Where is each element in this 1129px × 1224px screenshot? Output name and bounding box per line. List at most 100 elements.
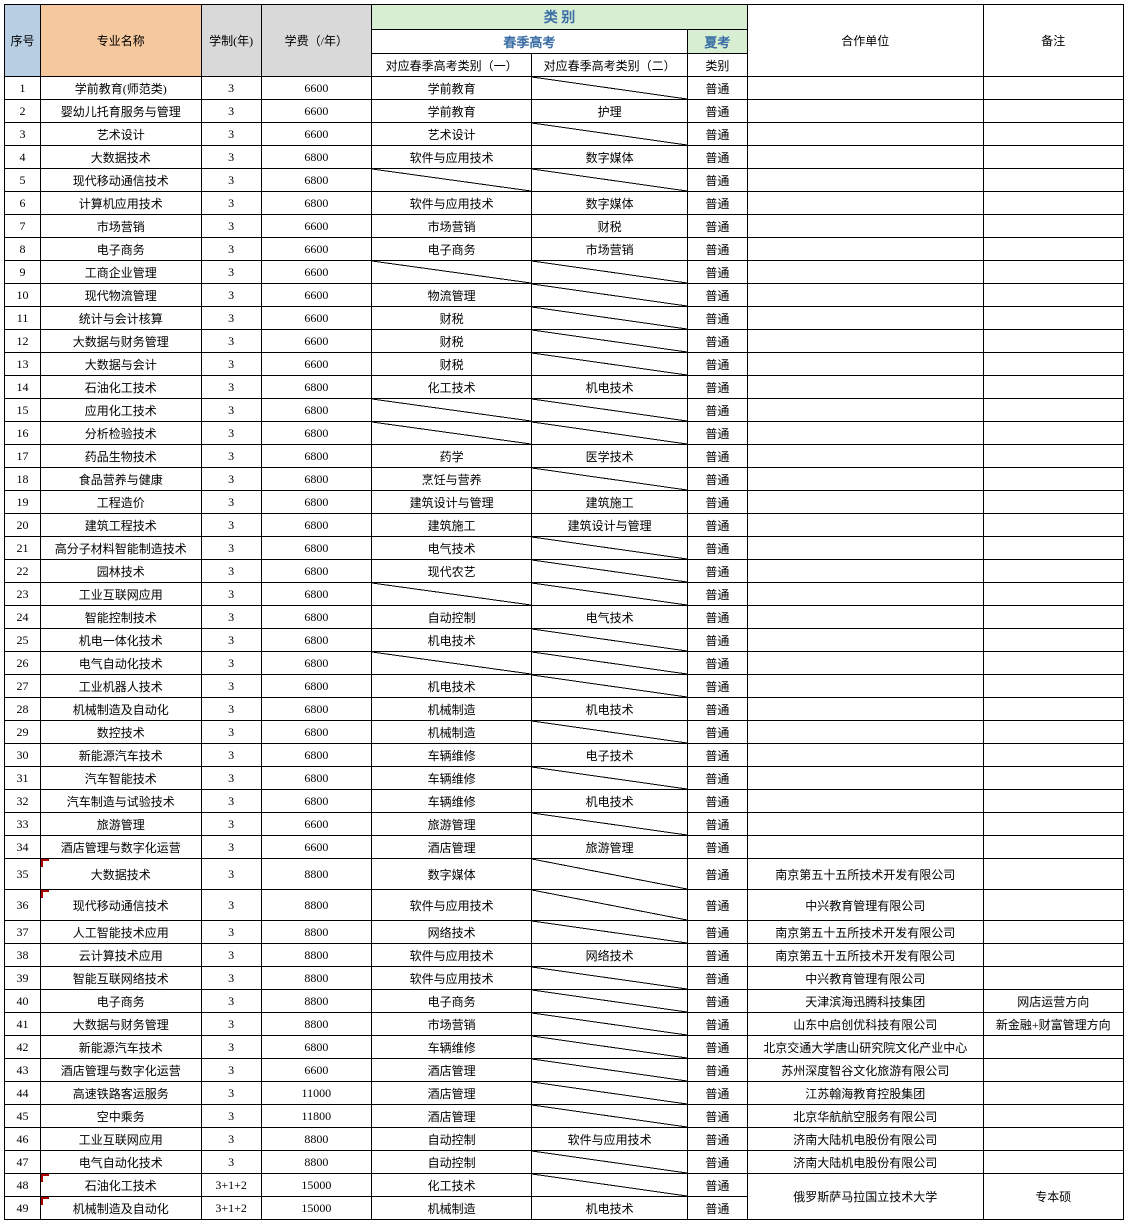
table-row: 47电气自动化技术38800自动控制普通济南大陆机电股份有限公司 (5, 1151, 1124, 1174)
cell-fee: 6600 (261, 307, 371, 330)
cell-seq: 36 (5, 890, 41, 921)
cell-name: 汽车制造与试验技术 (41, 790, 201, 813)
cell-spring2 (532, 859, 687, 890)
table-row: 32汽车制造与试验技术36800车辆维修机电技术普通 (5, 790, 1124, 813)
cell-spring2 (532, 1036, 687, 1059)
cell-name: 智能互联网络技术 (41, 967, 201, 990)
cell-spring2 (532, 399, 687, 422)
cell-spring2 (532, 1105, 687, 1128)
cell-seq: 19 (5, 491, 41, 514)
cell-partner (747, 100, 983, 123)
header-category: 类 别 (371, 5, 747, 30)
cell-spring1: 机械制造 (371, 1197, 531, 1220)
cell-spring1: 财税 (371, 353, 531, 376)
cell-fee: 11800 (261, 1105, 371, 1128)
cell-name: 汽车智能技术 (41, 767, 201, 790)
cell-seq: 22 (5, 560, 41, 583)
cell-spring1: 烹饪与营养 (371, 468, 531, 491)
cell-spring2 (532, 1151, 687, 1174)
cell-summer: 普通 (687, 445, 747, 468)
cell-spring1: 药学 (371, 445, 531, 468)
cell-spring2: 机电技术 (532, 376, 687, 399)
header-fee: 学费（/年） (261, 5, 371, 77)
cell-note (983, 859, 1123, 890)
cell-summer: 普通 (687, 123, 747, 146)
cell-name: 电气自动化技术 (41, 652, 201, 675)
cell-fee: 15000 (261, 1174, 371, 1197)
cell-partner (747, 445, 983, 468)
cell-spring1: 机电技术 (371, 675, 531, 698)
cell-spring1: 学前教育 (371, 100, 531, 123)
cell-summer: 普通 (687, 721, 747, 744)
cell-study: 3 (201, 1105, 261, 1128)
cell-study: 3 (201, 514, 261, 537)
cell-note (983, 1151, 1123, 1174)
cell-fee: 6600 (261, 836, 371, 859)
cell-study: 3 (201, 944, 261, 967)
cell-study: 3 (201, 790, 261, 813)
cell-name: 现代移动通信技术 (41, 890, 201, 921)
cell-seq: 17 (5, 445, 41, 468)
cell-partner: 中兴教育管理有限公司 (747, 967, 983, 990)
table-row: 33旅游管理36600旅游管理普通 (5, 813, 1124, 836)
cell-fee: 11000 (261, 1082, 371, 1105)
cell-name: 大数据与财务管理 (41, 1013, 201, 1036)
cell-name: 人工智能技术应用 (41, 921, 201, 944)
cell-name: 市场营销 (41, 215, 201, 238)
cell-partner: 山东中启创优科技有限公司 (747, 1013, 983, 1036)
cell-partner (747, 77, 983, 100)
cell-fee: 8800 (261, 921, 371, 944)
cell-summer: 普通 (687, 1082, 747, 1105)
cell-spring2: 建筑设计与管理 (532, 514, 687, 537)
cell-spring2: 电气技术 (532, 606, 687, 629)
cell-study: 3 (201, 629, 261, 652)
cell-fee: 8800 (261, 1013, 371, 1036)
cell-fee: 6800 (261, 652, 371, 675)
cell-spring2 (532, 1013, 687, 1036)
table-row: 14石油化工技术36800化工技术机电技术普通 (5, 376, 1124, 399)
cell-summer: 普通 (687, 1151, 747, 1174)
cell-partner: 天津滨海迅腾科技集团 (747, 990, 983, 1013)
cell-summer: 普通 (687, 192, 747, 215)
cell-spring1 (371, 652, 531, 675)
cell-spring1: 酒店管理 (371, 1059, 531, 1082)
cell-note (983, 1059, 1123, 1082)
cell-spring1: 数字媒体 (371, 859, 531, 890)
cell-seq: 3 (5, 123, 41, 146)
table-row: 45空中乘务311800酒店管理普通北京华航航空服务有限公司 (5, 1105, 1124, 1128)
cell-spring2 (532, 890, 687, 921)
table-row: 8电子商务36600电子商务市场营销普通 (5, 238, 1124, 261)
cell-note (983, 192, 1123, 215)
cell-spring1: 软件与应用技术 (371, 967, 531, 990)
cell-study: 3 (201, 890, 261, 921)
cell-study: 3 (201, 1036, 261, 1059)
cell-fee: 6800 (261, 514, 371, 537)
cell-spring2: 财税 (532, 215, 687, 238)
cell-name: 云计算技术应用 (41, 944, 201, 967)
table-body: 1学前教育(师范类)36600学前教育普通2婴幼儿托育服务与管理36600学前教… (5, 77, 1124, 1220)
cell-note (983, 514, 1123, 537)
header-summer-sub: 类别 (687, 54, 747, 77)
cell-partner (747, 675, 983, 698)
cell-summer: 普通 (687, 583, 747, 606)
table-row: 42新能源汽车技术36800车辆维修普通北京交通大学唐山研究院文化产业中心 (5, 1036, 1124, 1059)
cell-seq: 35 (5, 859, 41, 890)
cell-study: 3 (201, 967, 261, 990)
cell-study: 3 (201, 675, 261, 698)
cell-spring1: 车辆维修 (371, 1036, 531, 1059)
cell-seq: 4 (5, 146, 41, 169)
cell-note: 专本硕 (983, 1174, 1123, 1220)
cell-spring1: 财税 (371, 307, 531, 330)
table-row: 30新能源汽车技术36800车辆维修电子技术普通 (5, 744, 1124, 767)
cell-summer: 普通 (687, 1105, 747, 1128)
cell-name: 分析检验技术 (41, 422, 201, 445)
header-spring1: 对应春季高考类别（一） (371, 54, 531, 77)
cell-spring2: 市场营销 (532, 238, 687, 261)
cell-summer: 普通 (687, 284, 747, 307)
table-row: 1学前教育(师范类)36600学前教育普通 (5, 77, 1124, 100)
cell-study: 3 (201, 77, 261, 100)
cell-name: 现代移动通信技术 (41, 169, 201, 192)
cell-partner (747, 192, 983, 215)
cell-study: 3 (201, 422, 261, 445)
table-row: 2婴幼儿托育服务与管理36600学前教育护理普通 (5, 100, 1124, 123)
